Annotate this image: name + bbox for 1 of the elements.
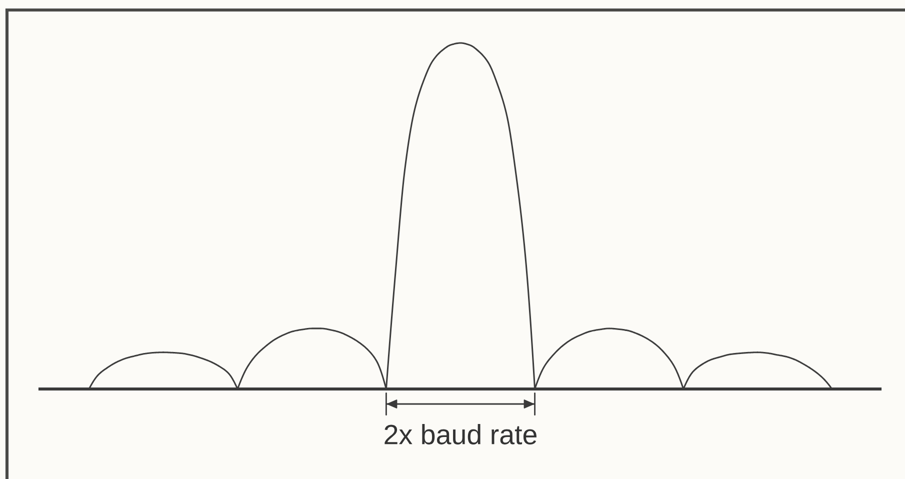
- text: 2x baud rate: [384, 424, 536, 444]
